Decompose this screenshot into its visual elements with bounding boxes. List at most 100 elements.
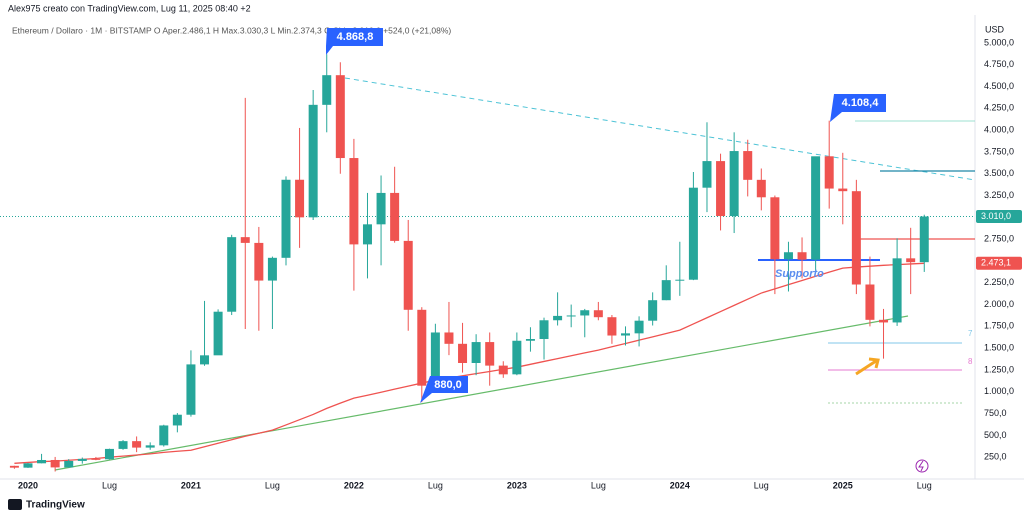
candle-body: [458, 343, 468, 363]
credit: Alex975 creato con TradingView.com, Lug …: [8, 3, 251, 13]
candle-body: [349, 158, 359, 245]
candle-body: [702, 161, 712, 188]
candle-body: [716, 161, 726, 217]
candle-body: [240, 237, 250, 243]
candle-body: [23, 463, 33, 468]
moving-average: [14, 262, 925, 464]
y-tick-label: 1.500,0: [984, 343, 1014, 353]
candle-body: [267, 257, 277, 281]
trend-line: [344, 77, 976, 181]
x-tick-label: 2024: [670, 480, 690, 490]
candle-body: [539, 320, 549, 340]
candle-body: [281, 179, 291, 258]
candle-body: [9, 465, 19, 468]
candle-body: [865, 284, 875, 320]
candle-body: [851, 191, 861, 285]
y-tick-label: 1.750,0: [984, 321, 1014, 331]
callout-text: 4.108,4: [842, 97, 880, 109]
candle-body: [648, 300, 658, 321]
candle-body: [498, 365, 508, 375]
y-tick-label: 2.750,0: [984, 234, 1014, 244]
candle-body: [308, 104, 318, 218]
y-tick-label: 4.000,0: [984, 125, 1014, 135]
y-tick-label: 4.750,0: [984, 59, 1014, 69]
y-tick-label: 250,0: [984, 452, 1007, 462]
drawings: [54, 77, 976, 473]
logo: [8, 499, 22, 510]
callout: [830, 94, 886, 122]
y-tick-label: 500,0: [984, 430, 1007, 440]
candle-body: [403, 240, 413, 310]
x-tick-label: Lug: [102, 480, 117, 490]
candle-body: [824, 156, 834, 189]
candle-body: [553, 315, 563, 321]
level-label: 8: [968, 357, 973, 366]
candle-body: [159, 425, 169, 446]
event-icon: [915, 459, 929, 473]
candle-body: [132, 441, 142, 448]
candle-body: [145, 445, 155, 448]
x-tick-label: 2021: [181, 480, 201, 490]
candle-body: [362, 224, 372, 245]
level-label: 7: [968, 329, 973, 338]
candle-body: [376, 192, 386, 225]
callout-text: 880,0: [434, 379, 462, 391]
candle-body: [729, 151, 739, 217]
candle-body: [770, 197, 780, 260]
price-badge-label: 3.010,0: [981, 211, 1011, 221]
candle-body: [525, 339, 535, 341]
callout: [420, 376, 468, 403]
candle-body: [186, 364, 196, 415]
candle-body: [580, 310, 590, 316]
price-badge: [976, 209, 1022, 223]
price-badge-label: 2.473,1: [981, 258, 1011, 268]
x-tick-label: 2025: [833, 480, 853, 490]
arrow: [855, 357, 880, 376]
candle-body: [471, 342, 481, 363]
candle-body: [390, 192, 400, 241]
candle-body: [227, 237, 237, 312]
candle-body: [417, 309, 427, 386]
candle-body: [566, 315, 576, 317]
x-tick-label: Lug: [754, 480, 769, 490]
y-tick-label: 3.500,0: [984, 168, 1014, 178]
event-icon: [918, 460, 924, 472]
y-tick-label: 750,0: [984, 408, 1007, 418]
y-tick-label: 1.250,0: [984, 364, 1014, 374]
support-label: Supporto: [775, 268, 824, 280]
y-axis-label: USD: [985, 24, 1005, 34]
price-badge: [976, 256, 1022, 270]
candle-body: [37, 459, 47, 464]
legend: Ethereum / Dollaro · 1M · BITSTAMP O Ape…: [12, 25, 451, 35]
candle-body: [335, 75, 345, 159]
x-tick-label: 2022: [344, 480, 364, 490]
candle-body: [77, 458, 87, 461]
candle-body: [743, 151, 753, 180]
candle-body: [213, 311, 223, 356]
candle-body: [295, 179, 305, 218]
candle-body: [675, 279, 685, 281]
candle-body: [485, 342, 495, 366]
footer: TradingView: [26, 500, 85, 511]
marks: [0, 54, 975, 472]
candle-body: [64, 460, 74, 468]
callout: [326, 28, 383, 55]
candle-body: [634, 320, 644, 334]
candle-body: [172, 414, 182, 426]
candle-body: [430, 332, 440, 386]
y-tick-label: 4.250,0: [984, 103, 1014, 113]
x-tick-label: 2020: [18, 480, 38, 490]
candle-body: [688, 187, 698, 280]
x-tick-label: Lug: [591, 480, 606, 490]
candle-body: [906, 258, 916, 263]
candle-body: [50, 459, 60, 468]
y-tick-label: 2.000,0: [984, 299, 1014, 309]
candle-body: [756, 179, 766, 198]
candle-body: [91, 458, 101, 460]
callout-text: 4.868,8: [337, 31, 374, 43]
x-tick-label: Lug: [265, 480, 280, 490]
candle-body: [919, 216, 929, 263]
candle-body: [322, 75, 332, 105]
x-tick-label: 2023: [507, 480, 527, 490]
